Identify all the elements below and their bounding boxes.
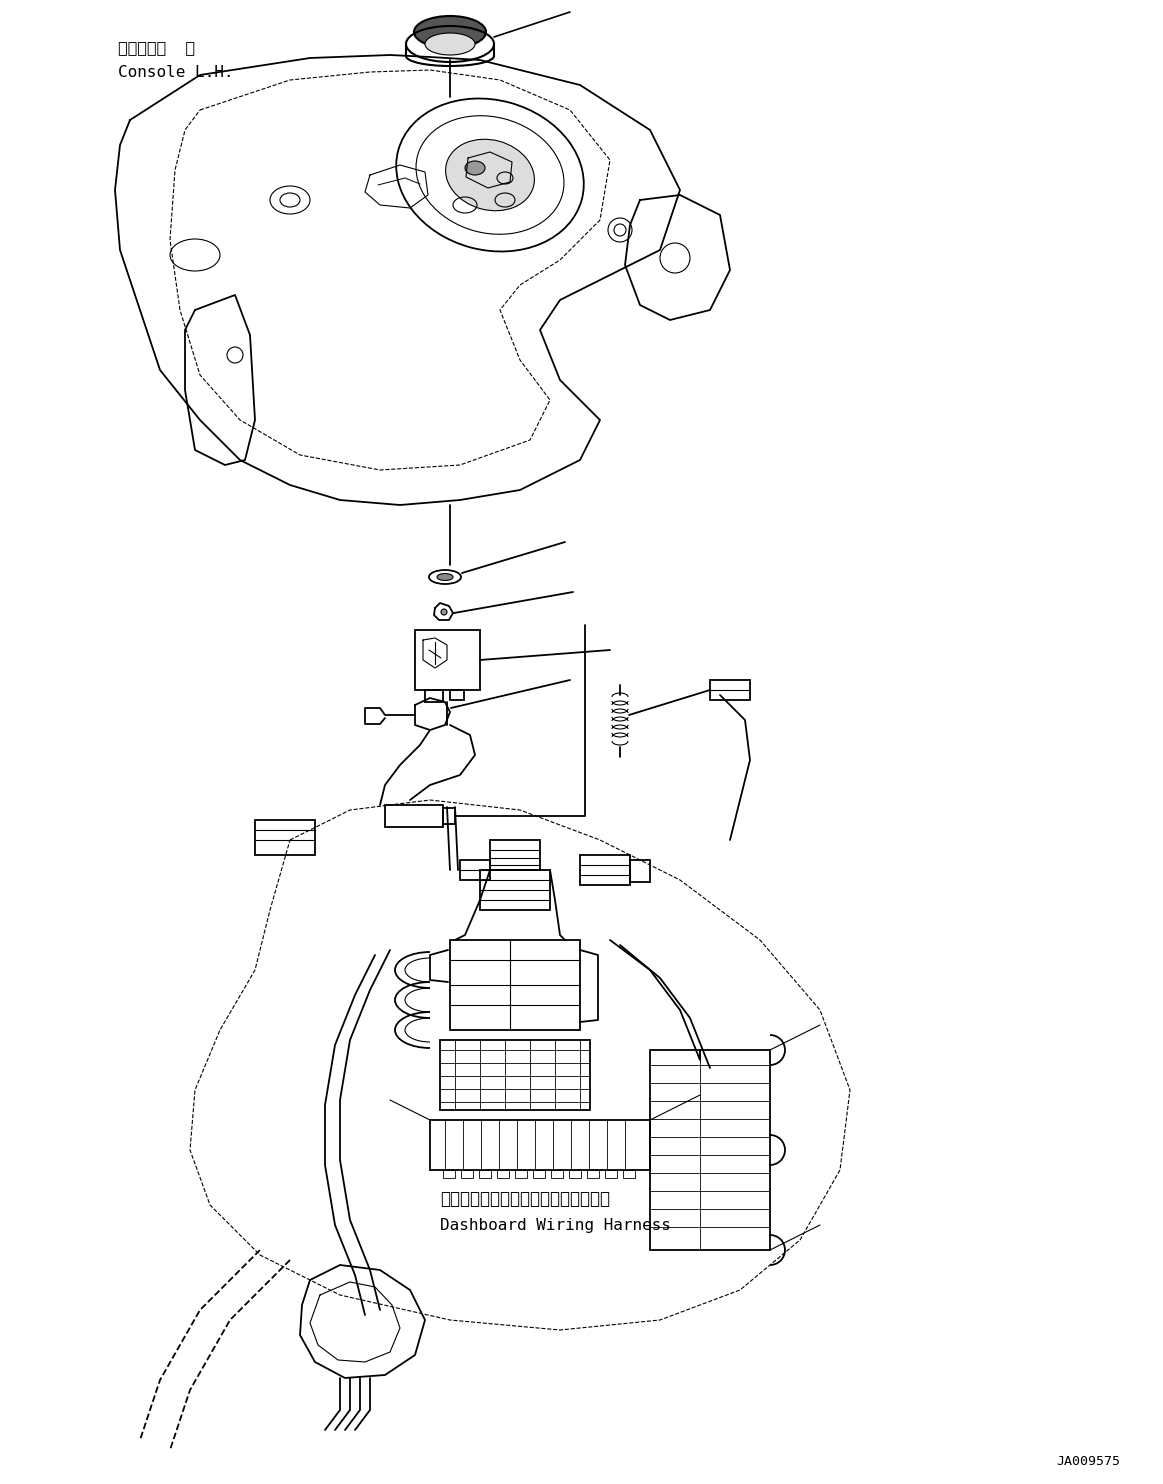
Text: コンソール  左: コンソール 左 [117,40,195,55]
Text: Console L.H.: Console L.H. [117,65,234,80]
Bar [490,840,540,870]
Ellipse shape [414,16,486,47]
Bar [443,807,455,824]
Bar [515,1169,527,1178]
Bar [443,1169,455,1178]
Bar [461,1169,473,1178]
Ellipse shape [424,33,475,55]
Bar [255,821,315,855]
Bar [709,680,750,700]
Bar [533,1169,545,1178]
Bar [461,861,490,880]
Ellipse shape [437,573,454,580]
Bar [450,690,464,700]
Bar [551,1169,563,1178]
Bar [440,1040,590,1110]
Bar [479,1169,491,1178]
Bar [587,1169,599,1178]
Bar [569,1169,582,1178]
Bar [630,861,650,881]
Bar [480,870,550,910]
Bar [650,1051,770,1250]
Bar [385,804,443,827]
Ellipse shape [465,160,485,175]
Text: JA009575: JA009575 [1056,1454,1120,1468]
Bar [623,1169,635,1178]
Ellipse shape [445,139,535,211]
Bar [450,939,580,1030]
Circle shape [441,608,447,614]
Text: ダッシュボードワイヤリングハーネス: ダッシュボードワイヤリングハーネス [440,1190,611,1208]
Bar [415,631,480,690]
Bar [605,1169,618,1178]
Bar [580,855,630,884]
Bar [430,1120,650,1169]
Bar [424,690,443,702]
Bar [497,1169,509,1178]
Text: Dashboard Wiring Harness: Dashboard Wiring Harness [440,1218,671,1233]
